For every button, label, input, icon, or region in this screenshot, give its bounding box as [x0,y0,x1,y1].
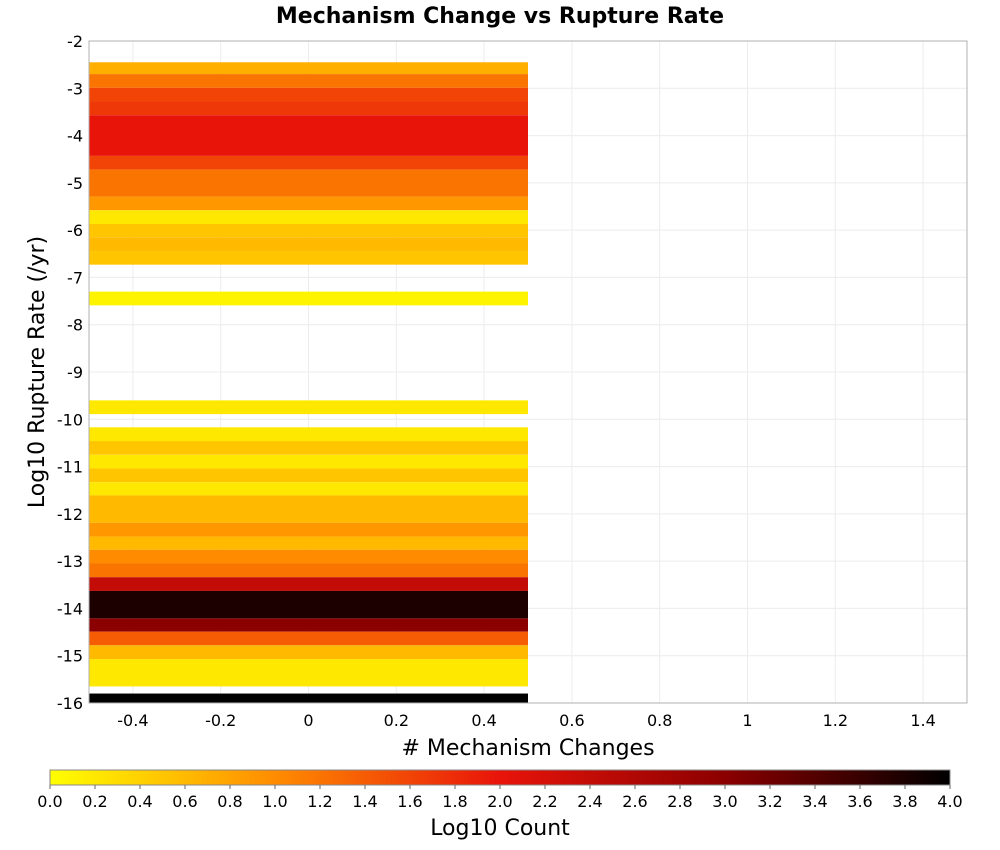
heatmap-cell [89,577,528,591]
x-tick-label: -0.2 [205,711,236,730]
heatmap-cell [89,441,528,455]
colorbar-tick-label: 1.0 [262,792,287,811]
heatmap-cell [89,74,528,88]
y-tick-label: -3 [67,79,83,98]
heatmap-cell [89,210,528,224]
colorbar-label: Log10 Count [430,816,570,841]
y-tick-label: -15 [57,647,83,666]
colorbar-tick-label: 2.4 [577,792,602,811]
heatmap-cell [89,87,528,102]
heatmap-cell [89,101,528,116]
y-axis-label: Log10 Rupture Rate (/yr) [25,236,50,508]
heatmap-cell [89,659,528,687]
chart-title: Mechanism Change vs Rupture Rate [276,4,724,29]
heatmap-cell [89,400,528,415]
colorbar-tick-label: 2.6 [622,792,647,811]
heatmap-cell [89,454,528,469]
y-tick-label: -11 [57,458,83,477]
plot-frame [88,40,968,704]
heatmap-cell [89,250,528,265]
y-tick-label: -4 [67,127,83,146]
y-tick-label: -16 [57,694,83,713]
heatmap-cells [89,62,528,703]
y-tick-label: -10 [57,410,83,429]
x-tick-label: 0 [303,711,313,730]
colorbar-tick-label: 2.2 [532,792,557,811]
colorbar-tick-label: 3.0 [712,792,737,811]
heatmap-cell [89,62,528,75]
heatmap-cell [89,115,528,156]
x-axis-ticks: -0.4 -0.2 0 0.2 0.4 0.6 0.8 1 1.2 1.4 [117,711,936,730]
colorbar-ticks: 0.0 0.2 0.4 0.6 0.8 1.0 1.2 1.4 1.6 1.8 2.0 2.2 2.4 2… [37,785,963,811]
heatmap-cell [89,549,528,564]
y-tick-label: -8 [67,316,83,335]
colorbar-tick-label: 3.4 [802,792,827,811]
heatmap-cell [89,693,528,703]
colorbar-tick-label: 2.0 [487,792,512,811]
colorbar-tick-label: 1.4 [352,792,377,811]
x-tick-label: 1.2 [823,711,848,730]
heatmap-cell [89,237,528,251]
colorbar-tick-label: 0.0 [37,792,62,811]
heatmap-cell [89,291,528,306]
heatmap-cell [89,645,528,660]
heatmap-cell [89,522,528,537]
y-tick-label: -14 [57,599,83,618]
heatmap-cell [89,468,528,483]
colorbar-tick-label: 0.8 [217,792,242,811]
colorbar-tick-label: 1.2 [307,792,332,811]
x-tick-label: -0.4 [117,711,148,730]
y-tick-label: -13 [57,552,83,571]
x-tick-label: 1.4 [910,711,935,730]
y-tick-label: -12 [57,505,83,524]
colorbar-tick-label: 1.8 [442,792,467,811]
heatmap-cell [89,618,528,632]
colorbar-tick-label: 0.4 [127,792,152,811]
y-tick-label: -7 [67,268,83,287]
heatmap-cell [89,536,528,550]
heatmap-cell [89,495,528,523]
colorbar-tick-label: 0.6 [172,792,197,811]
y-tick-label: -9 [67,363,83,382]
heatmap-cell [89,223,528,238]
x-tick-label: 0.2 [384,711,409,730]
heatmap-cell [89,196,528,211]
heatmap-cell [89,169,528,197]
colorbar-tick-label: 1.6 [397,792,422,811]
y-axis-ticks: -2 -3 -4 -5 -6 -7 -8 -9 -10 -11 -12 -13 -14 -15 -16 [57,32,83,713]
colorbar-tick-label: 0.2 [82,792,107,811]
heatmap-cell [89,631,528,646]
y-tick-label: -6 [67,221,83,240]
colorbar-tick-label: 3.6 [847,792,872,811]
heatmap-cell [89,482,528,496]
colorbar [49,769,951,786]
x-tick-label: 0.4 [471,711,496,730]
x-tick-label: 0.6 [559,711,584,730]
colorbar-tick-label: 3.8 [892,792,917,811]
heatmap-cell [89,563,528,578]
x-tick-label: 1 [742,711,752,730]
colorbar-tick-label: 4.0 [937,792,962,811]
x-tick-label: 0.8 [647,711,672,730]
colorbar-tick-label: 3.2 [757,792,782,811]
x-axis-label: # Mechanism Changes [401,736,654,761]
heatmap-cell [89,427,528,442]
heatmap-cell [89,590,528,619]
colorbar-tick-label: 2.8 [667,792,692,811]
y-tick-label: -5 [67,174,83,193]
heatmap-cell [89,155,528,170]
y-tick-label: -2 [67,32,83,51]
